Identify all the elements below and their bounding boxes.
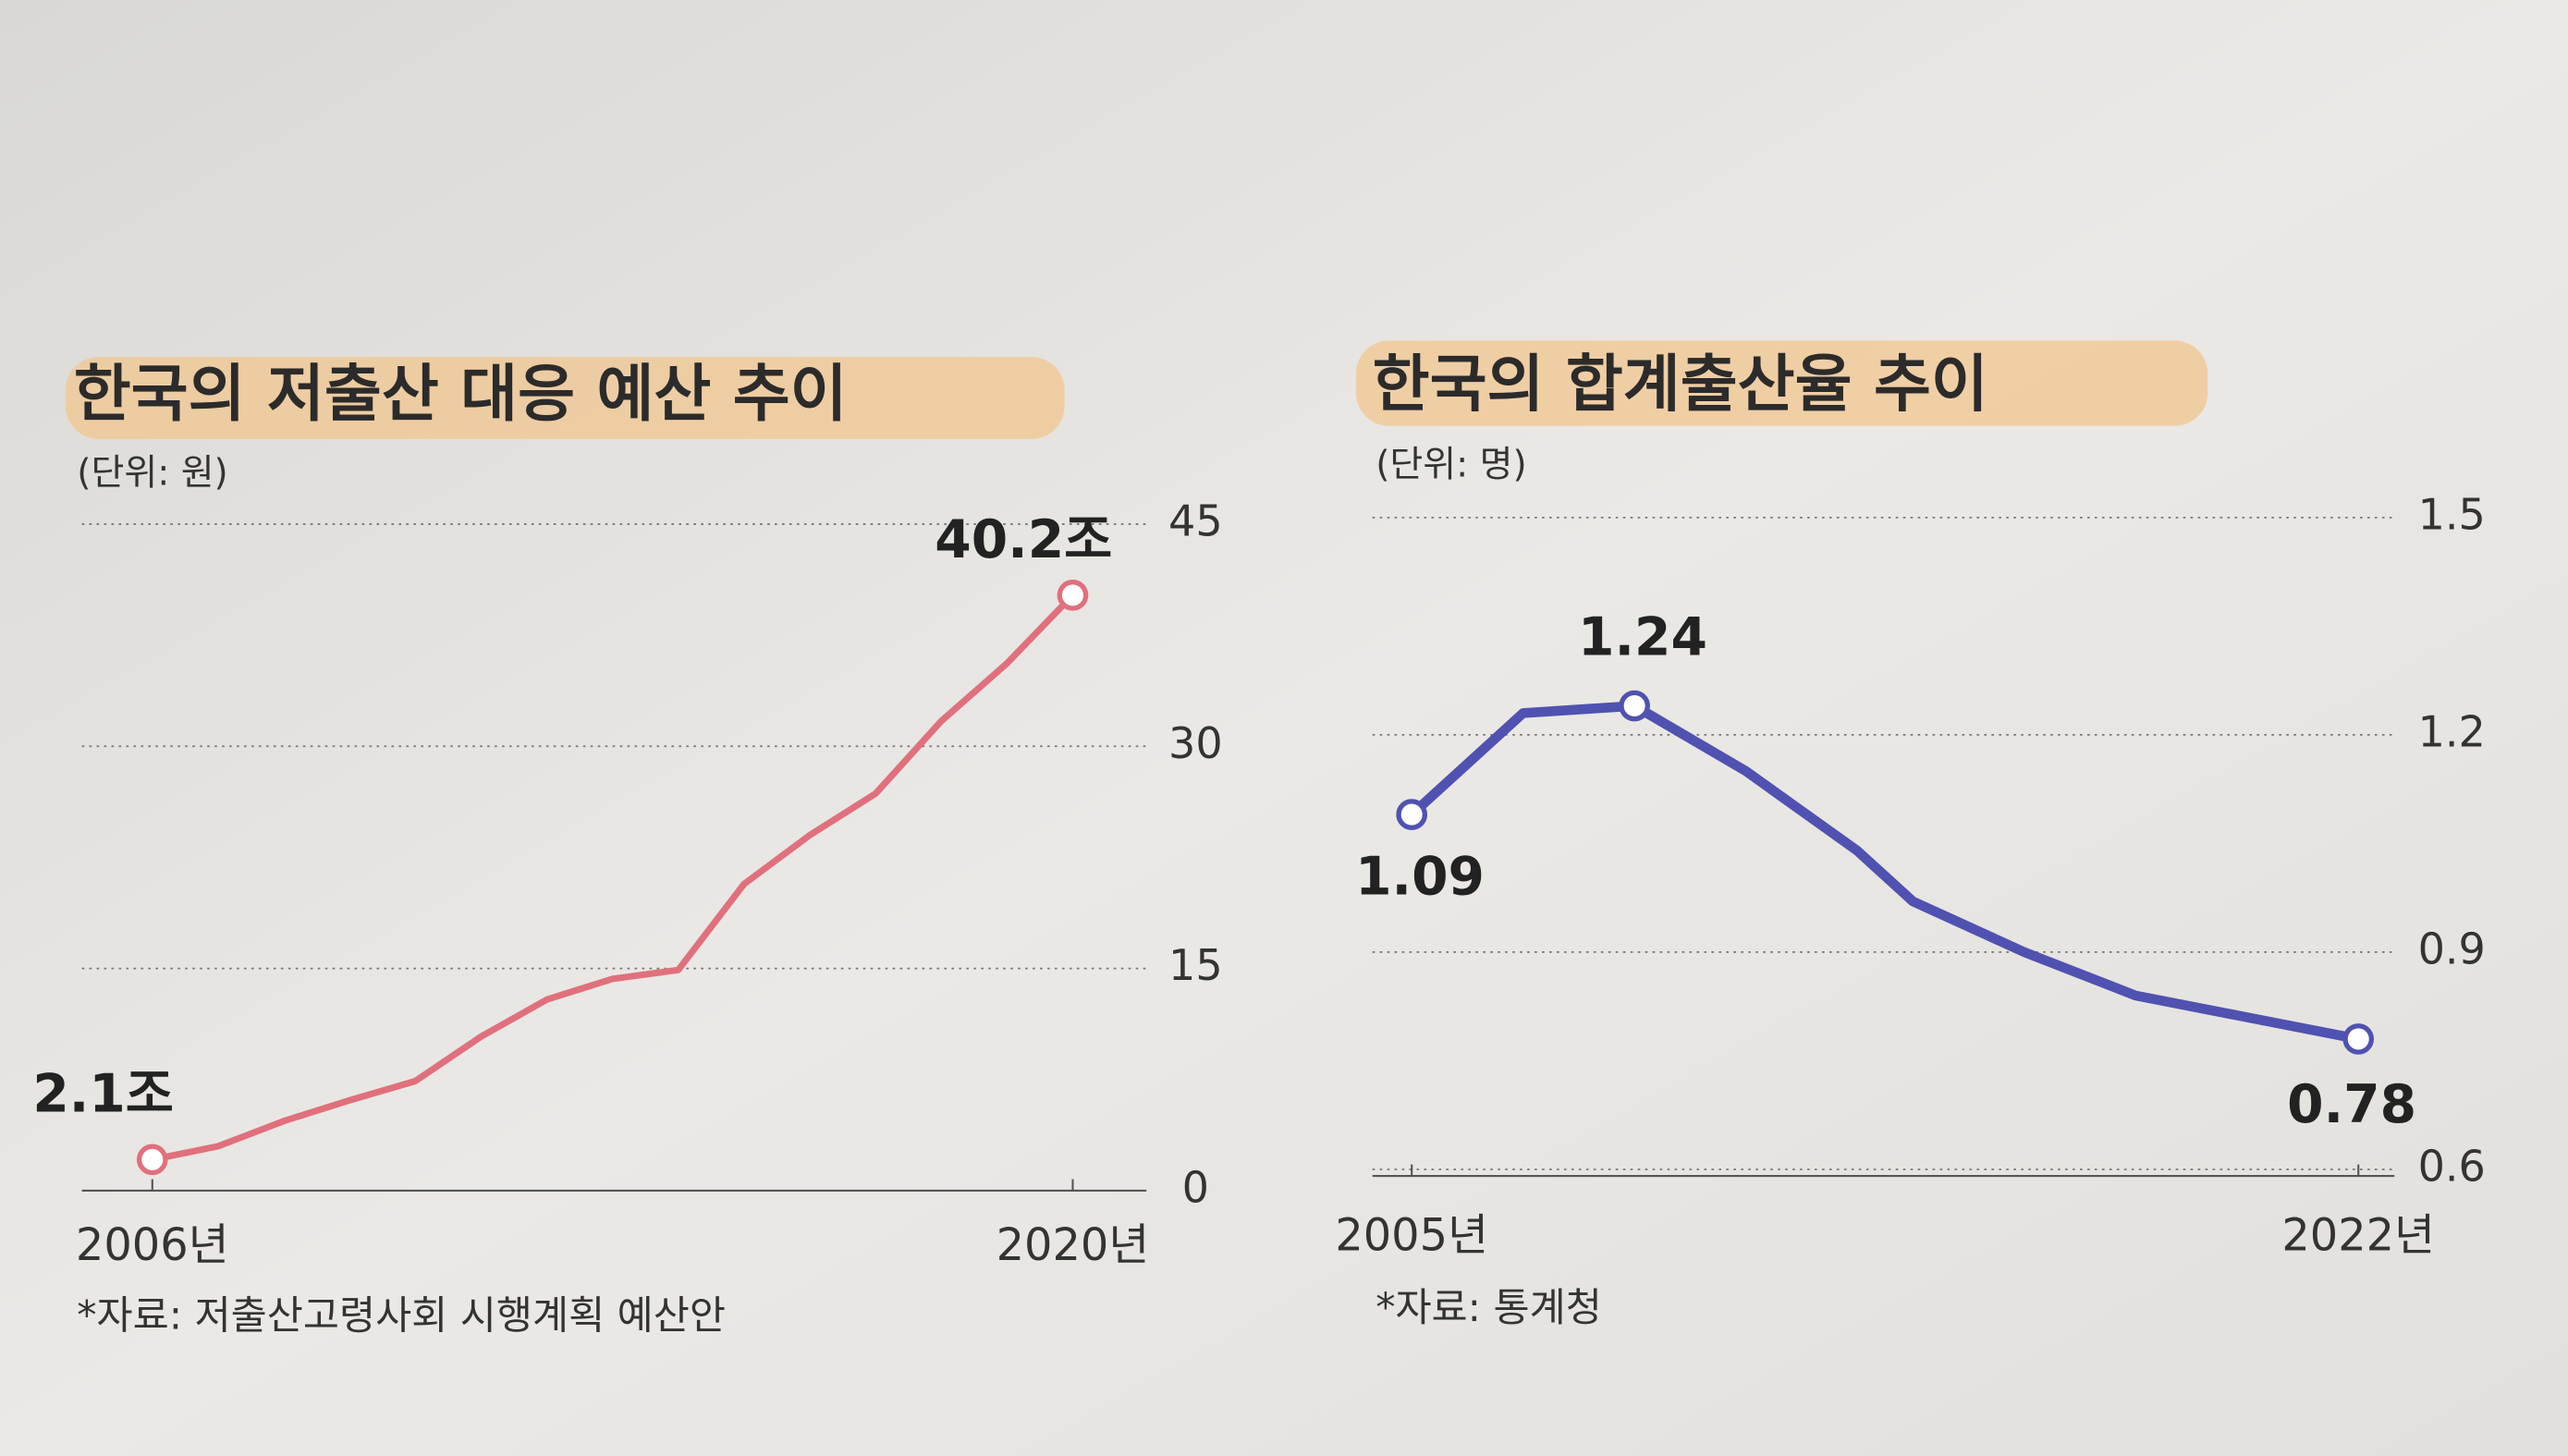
y-tick-label: 45: [1168, 496, 1223, 545]
source-note: *자료: 저출산고령사회 시행계획 예산안: [77, 1294, 726, 1340]
x-tick-label: 2006년: [76, 1220, 229, 1271]
x-tick-label: 2005년: [1335, 1210, 1488, 1261]
value-label: 2.1조: [32, 1064, 174, 1125]
value-label: 1.09: [1355, 847, 1485, 908]
unit-label: (단위: 원): [77, 452, 227, 494]
point-marker: [1057, 580, 1089, 611]
title-highlight: [1355, 340, 2208, 426]
point-marker: [2342, 1023, 2375, 1055]
x-tick-label: 2022년: [2281, 1210, 2435, 1261]
series-line: [1406, 701, 2364, 1045]
value-label: 1.24: [1578, 606, 1707, 667]
source-note: *자료: 통계청: [1376, 1286, 1602, 1331]
y-tick-label: 1.5: [2418, 489, 2486, 539]
x-tick-label: 2020년: [997, 1220, 1150, 1271]
y-tick-label: 1.2: [2418, 706, 2486, 756]
y-tick-label: 0.9: [2418, 924, 2486, 973]
series-line: [149, 592, 1076, 1163]
chart-title: 한국의 저출산 대응 예산 추이: [74, 358, 848, 430]
y-tick-label: 30: [1168, 718, 1223, 768]
point-marker: [136, 1144, 168, 1176]
point-marker: [1619, 690, 1650, 722]
y-tick-label: 0.6: [2418, 1141, 2486, 1191]
point-marker: [1396, 799, 1428, 830]
y-tick-label: 15: [1168, 940, 1223, 990]
value-label: 40.2조: [935, 509, 1112, 570]
unit-label: (단위: 명): [1376, 444, 1526, 485]
title-highlight: [65, 357, 1065, 439]
value-label: 0.78: [2287, 1074, 2416, 1135]
y-tick-label: 0: [1182, 1162, 1209, 1212]
chart-title: 한국의 합계출산율 추이: [1373, 348, 1988, 420]
